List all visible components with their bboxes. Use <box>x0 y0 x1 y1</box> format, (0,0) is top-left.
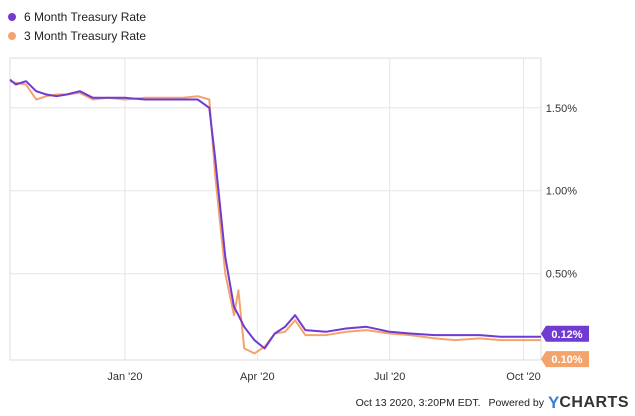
chart-footer: Oct 13 2020, 3:20PM EDT. Powered by Y CHA… <box>356 393 629 413</box>
x-tick-label: Oct '20 <box>506 371 541 383</box>
last-value-text: 0.12% <box>551 329 582 341</box>
timestamp: Oct 13 2020, 3:20PM EDT. <box>355 397 481 409</box>
legend-swatch-6-month <box>8 12 16 21</box>
last-value-text: 0.10% <box>551 354 582 366</box>
y-tick-label: 1.00% <box>546 186 577 198</box>
x-tick-label: Jul '20 <box>374 371 405 383</box>
y-tick-label: 0.50% <box>546 269 577 281</box>
grid <box>10 58 541 360</box>
ycharts-logo-y[interactable]: Y <box>547 393 560 412</box>
ycharts-logo-text[interactable]: CHARTS <box>559 394 629 411</box>
powered-by-text: Powered by <box>488 397 544 409</box>
legend-item-3-month[interactable]: 3 Month Treasury Rate <box>6 26 146 45</box>
last-value-badge-3-month: 0.10% <box>541 351 589 368</box>
x-axis-ticks: Jan '20 Apr '20 Jul '20 Oct '20 <box>107 371 540 383</box>
y-tick-label: 1.50% <box>546 103 577 115</box>
legend-swatch-3-month <box>8 31 16 40</box>
series-line-6-month[interactable] <box>9 78 541 350</box>
series-line-3-month[interactable] <box>9 80 541 355</box>
legend-item-6-month[interactable]: 6 Month Treasury Rate <box>6 7 146 26</box>
series-layer <box>9 78 541 355</box>
x-tick-label: Jan '20 <box>107 371 142 383</box>
y-axis-ticks: 0.50% 1.00% 1.50% <box>546 103 577 281</box>
x-tick-label: Apr '20 <box>240 371 275 383</box>
chart-legend: 6 Month Treasury Rate 3 Month Treasury R… <box>6 7 146 45</box>
last-value-labels: 0.12% 0.10% <box>541 325 589 368</box>
legend-label-6-month: 6 Month Treasury Rate <box>24 9 147 24</box>
plot-area-border <box>9 57 542 361</box>
last-value-badge-6-month: 0.12% <box>541 325 589 342</box>
legend-label-3-month: 3 Month Treasury Rate <box>24 28 147 43</box>
